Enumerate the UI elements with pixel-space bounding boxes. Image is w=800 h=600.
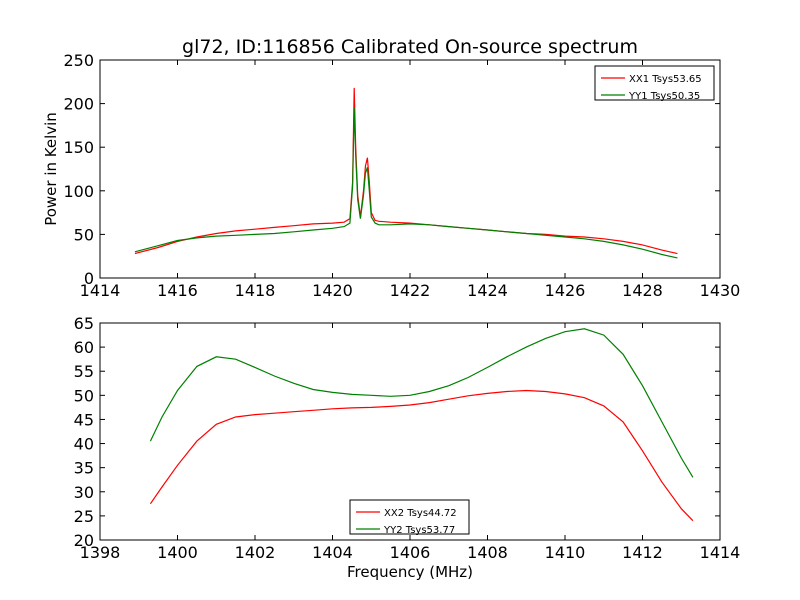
- y-tick-label: 20: [74, 531, 94, 550]
- y-tick-label: 45: [74, 410, 94, 429]
- legend-entry-label: YY1 Tsys50.35: [628, 91, 700, 102]
- y-tick-label: 35: [74, 459, 94, 478]
- x-tick-label: 1404: [312, 543, 353, 562]
- x-tick-label: 1420: [312, 281, 353, 300]
- y-tick-label: 0: [84, 269, 94, 288]
- plot-top-y-axis-label: Power in Kelvin: [42, 112, 60, 226]
- legend-entry-label: YY2 Tsys53.77: [383, 525, 455, 536]
- x-tick-label: 1414: [700, 543, 741, 562]
- plot-top: 1414 1416 1418 1420 1422 1424 1426 1428 1430 0 50 1…: [42, 51, 740, 300]
- y-tick-label: 65: [74, 314, 94, 333]
- legend-frame: [349, 499, 470, 535]
- x-tick-label: 1414: [80, 281, 121, 300]
- plot-bottom-x-axis-label: Frequency (MHz): [347, 563, 473, 581]
- legend-entry-label: XX2 Tsys44.72: [384, 508, 457, 519]
- x-tick-label: 1428: [622, 281, 663, 300]
- y-tick-label: 150: [63, 138, 94, 157]
- plot-top-series: [134, 87, 678, 259]
- plot-bottom-series: [149, 328, 694, 522]
- series-line-1-1: [134, 87, 678, 255]
- y-tick-label: 55: [74, 362, 94, 381]
- plot-bottom-legend: XX2 Tsys44.72 YY2 Tsys53.77: [349, 499, 470, 536]
- legend-entry-label: XX1 Tsys53.65: [629, 74, 702, 85]
- x-tick-label: 1412: [622, 543, 663, 562]
- x-tick-label: 1418: [235, 281, 276, 300]
- x-tick-label: 1410: [545, 543, 586, 562]
- y-tick-label: 40: [74, 435, 94, 454]
- y-tick-label: 100: [63, 182, 94, 201]
- y-tick-label: 60: [74, 338, 94, 357]
- x-tick-label: 1402: [235, 543, 276, 562]
- x-tick-label: 1406: [390, 543, 431, 562]
- x-tick-label: 1422: [390, 281, 431, 300]
- x-tick-label: 1398: [80, 543, 121, 562]
- x-tick-label: 1426: [545, 281, 586, 300]
- series-line-1-2: [134, 107, 678, 259]
- y-tick-label: 50: [74, 225, 94, 244]
- series-line-2-2: [149, 328, 694, 478]
- y-tick-label: 200: [63, 95, 94, 114]
- y-tick-label: 25: [74, 507, 94, 526]
- plot-top-legend: XX1 Tsys53.65 YY1 Tsys50.35: [594, 65, 715, 102]
- x-tick-label: 1424: [467, 281, 508, 300]
- plot-bottom-ticks: 1398 1400 1402 1404 1406 1408 1410 1412 1414 20 25…: [74, 314, 741, 562]
- x-tick-label: 1430: [700, 281, 741, 300]
- legend-frame: [594, 65, 715, 101]
- y-tick-label: 250: [63, 51, 94, 70]
- x-tick-label: 1416: [157, 281, 198, 300]
- series-line-2-1: [149, 389, 694, 522]
- x-tick-label: 1408: [467, 543, 508, 562]
- plot-top-ticks: 1414 1416 1418 1420 1422 1424 1426 1428 1430 0 50 1…: [63, 51, 740, 300]
- y-tick-label: 30: [74, 483, 94, 502]
- y-tick-label: 50: [74, 386, 94, 405]
- x-tick-label: 1400: [157, 543, 198, 562]
- chart-title: gl72, ID:116856 Calibrated On-source spe…: [182, 36, 638, 58]
- plot-bottom: 1398 1400 1402 1404 1406 1408 1410 1412 1414 20 25…: [74, 314, 741, 581]
